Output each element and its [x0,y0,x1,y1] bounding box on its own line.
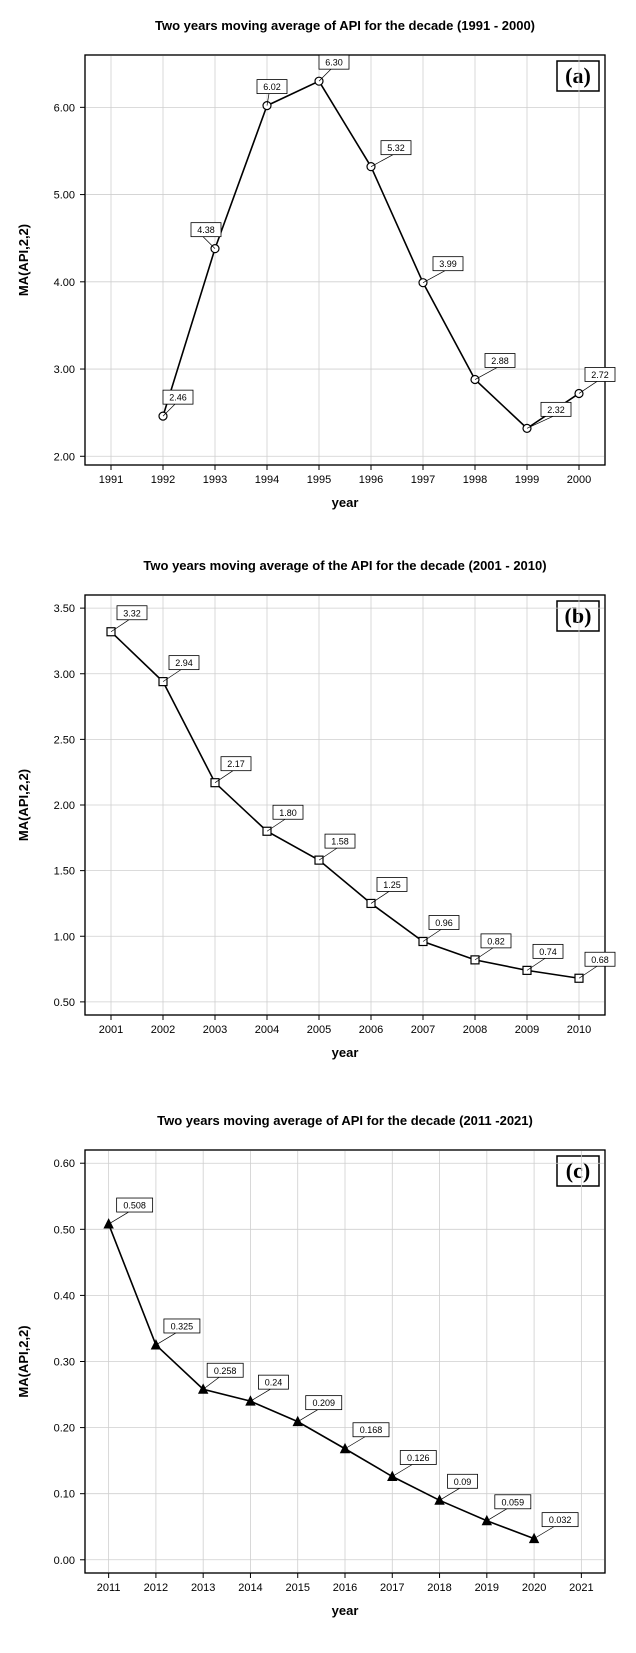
y-axis-label: MA(API,2,2) [16,224,31,296]
x-tick-label: 1996 [359,474,383,486]
data-label: 2.32 [547,405,565,415]
data-label: 5.32 [387,143,405,153]
data-label: 0.508 [123,1201,146,1211]
chart-title: Two years moving average of the API for … [143,558,546,573]
x-tick-label: 2011 [97,1582,121,1594]
y-tick-label: 3.00 [54,364,75,376]
x-tick-label: 2007 [411,1024,435,1036]
y-tick-label: 0.60 [54,1158,75,1170]
x-tick-label: 1994 [255,474,279,486]
x-tick-label: 1995 [307,474,331,486]
data-label: 0.09 [454,1477,472,1487]
data-label: 0.82 [487,936,505,946]
x-tick-label: 2008 [463,1024,487,1036]
x-tick-label: 2009 [515,1024,539,1036]
y-tick-label: 0.00 [54,1555,75,1567]
y-tick-label: 5.00 [54,190,75,202]
panel-letter: (a) [565,63,591,88]
data-label: 4.38 [197,225,215,235]
x-tick-label: 2012 [144,1582,168,1594]
x-tick-label: 2020 [522,1582,546,1594]
x-tick-label: 2005 [307,1024,331,1036]
x-tick-label: 1992 [151,474,175,486]
data-label: 0.24 [265,1378,283,1388]
data-label: 2.17 [227,759,245,769]
data-label: 2.72 [591,370,609,380]
y-tick-label: 2.00 [54,800,75,812]
x-tick-label: 2001 [99,1024,123,1036]
x-tick-label: 2016 [333,1582,357,1594]
data-label: 1.25 [383,880,401,890]
data-label: 0.74 [539,947,557,957]
chart-svg-a: Two years moving average of API for the … [0,0,636,540]
y-tick-label: 0.40 [54,1290,75,1302]
data-label: 0.209 [312,1398,335,1408]
data-label: 0.96 [435,918,453,928]
data-label: 0.325 [171,1321,194,1331]
data-label: 0.032 [549,1515,572,1525]
data-label: 1.58 [331,837,349,847]
y-tick-label: 0.50 [54,1224,75,1236]
y-tick-label: 0.20 [54,1423,75,1435]
y-tick-label: 2.50 [54,734,75,746]
chart-svg-b: Two years moving average of the API for … [0,540,636,1095]
data-label: 6.30 [325,58,343,68]
y-tick-label: 6.00 [54,102,75,114]
x-tick-label: 2004 [255,1024,279,1036]
x-tick-label: 2010 [567,1024,591,1036]
data-label: 1.80 [279,808,297,818]
x-tick-label: 1999 [515,474,539,486]
chart-panel-b: Two years moving average of the API for … [0,540,636,1095]
x-tick-label: 2015 [285,1582,309,1594]
x-axis-label: year [332,1603,359,1618]
y-tick-label: 4.00 [54,277,75,289]
chart-panel-c: Two years moving average of API for the … [0,1095,636,1653]
data-label: 0.258 [214,1366,237,1376]
chart-title: Two years moving average of API for the … [157,1113,533,1128]
x-tick-label: 2013 [191,1582,215,1594]
x-tick-label: 2014 [238,1582,262,1594]
x-tick-label: 2002 [151,1024,175,1036]
data-label: 2.46 [169,393,187,403]
x-tick-label: 2017 [380,1582,404,1594]
x-tick-label: 2000 [567,474,591,486]
data-label: 2.88 [491,356,509,366]
panel-letter: (c) [566,1158,590,1183]
x-tick-label: 2021 [569,1582,593,1594]
chart-title: Two years moving average of API for the … [155,18,535,33]
y-tick-label: 0.10 [54,1489,75,1501]
x-tick-label: 1993 [203,474,227,486]
y-tick-label: 3.50 [54,603,75,615]
data-label: 3.32 [123,608,141,618]
x-tick-label: 2006 [359,1024,383,1036]
y-tick-label: 2.00 [54,451,75,463]
data-label: 2.94 [175,658,193,668]
y-axis-label: MA(API,2,2) [16,769,31,841]
y-tick-label: 0.50 [54,997,75,1009]
x-tick-label: 2019 [475,1582,499,1594]
x-axis-label: year [332,495,359,510]
y-tick-label: 1.50 [54,866,75,878]
chart-panel-a: Two years moving average of API for the … [0,0,636,540]
y-tick-label: 0.30 [54,1357,75,1369]
data-label: 3.99 [439,259,457,269]
data-label: 0.68 [591,955,609,965]
y-tick-label: 3.00 [54,669,75,681]
x-tick-label: 1991 [99,474,123,486]
x-tick-label: 2003 [203,1024,227,1036]
y-axis-label: MA(API,2,2) [16,1325,31,1397]
x-axis-label: year [332,1045,359,1060]
x-tick-label: 2018 [427,1582,451,1594]
data-label: 0.168 [360,1425,383,1435]
panel-letter: (b) [565,603,592,628]
x-tick-label: 1997 [411,474,435,486]
y-tick-label: 1.00 [54,931,75,943]
data-label: 0.126 [407,1453,430,1463]
data-label: 0.059 [502,1497,525,1507]
chart-svg-c: Two years moving average of API for the … [0,1095,636,1653]
x-tick-label: 1998 [463,474,487,486]
data-label: 6.02 [263,82,281,92]
